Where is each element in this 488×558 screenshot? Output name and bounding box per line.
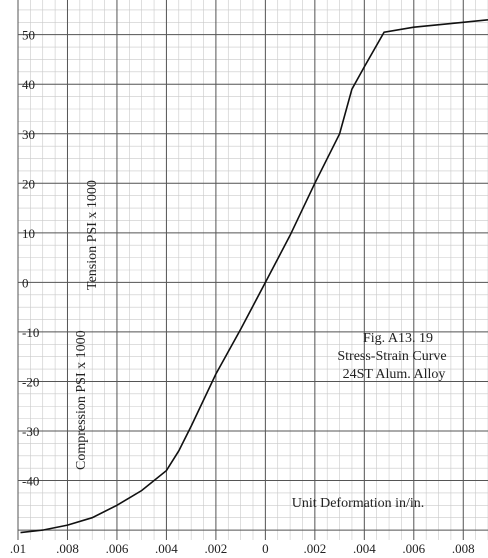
stress-strain-curve (20, 19, 488, 534)
figure-caption-line-3: 24ST Alum. Alloy (343, 367, 446, 382)
y-tick-label: 10 (22, 226, 35, 241)
x-tick-labels: .01 .008 .006 .004 .002 0 .002 .004 .006 .008 (10, 541, 475, 556)
y-tick-label: -10 (22, 325, 39, 340)
x-tick-label: .006 (402, 541, 425, 556)
x-tick-label: .008 (56, 541, 79, 556)
compression-axis-label: Compression PSI x 1000 (74, 330, 89, 470)
x-tick-label: .002 (205, 541, 228, 556)
x-axis-label: Unit Deformation in/in. (292, 496, 425, 511)
y-tick-label: 40 (22, 77, 35, 92)
major-grid (17, 0, 488, 540)
x-tick-label: .004 (353, 541, 376, 556)
figure-caption-line-1: Fig. A13. 19 (363, 331, 433, 346)
y-tick-label: -40 (22, 474, 39, 489)
figure-caption-line-2: Stress-Strain Curve (337, 349, 446, 364)
x-tick-label: .004 (155, 541, 178, 556)
y-tick-label: 50 (22, 28, 35, 43)
y-tick-label: -30 (22, 424, 39, 439)
x-tick-label: .006 (106, 541, 129, 556)
x-tick-label: .01 (10, 541, 26, 556)
tension-axis-label: Tension PSI x 1000 (85, 180, 100, 290)
y-tick-label: 20 (22, 176, 35, 191)
y-tick-label: -20 (22, 374, 39, 389)
x-tick-label: 0 (262, 541, 269, 556)
y-tick-labels: 50 40 30 20 10 0 -10 -20 -30 -40 (22, 28, 39, 489)
x-tick-label: .008 (452, 541, 475, 556)
y-tick-label: 0 (22, 275, 29, 290)
y-tick-label: 30 (22, 127, 35, 142)
x-tick-label: .002 (303, 541, 326, 556)
